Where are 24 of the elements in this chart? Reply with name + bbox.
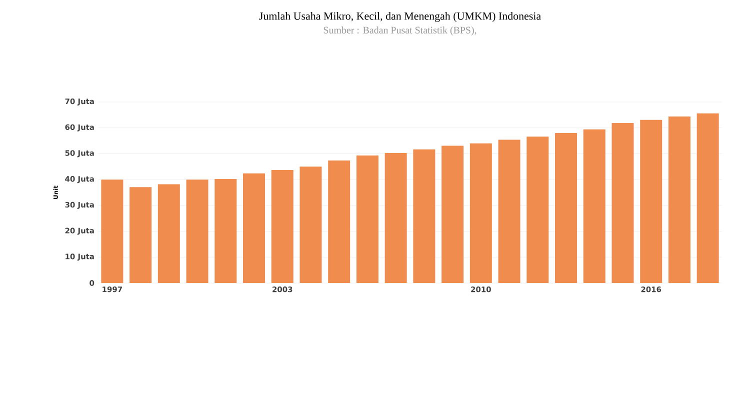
bar bbox=[555, 133, 578, 283]
bar bbox=[300, 166, 322, 283]
bar bbox=[442, 146, 464, 283]
bar bbox=[271, 170, 294, 283]
bar bbox=[583, 129, 606, 283]
bar bbox=[130, 187, 152, 283]
bar bbox=[668, 116, 690, 283]
bar bbox=[612, 122, 634, 283]
chart-title: Jumlah Usaha Mikro, Kecil, dan Menengah (UMKM) Indonesia bbox=[259, 12, 541, 22]
bar bbox=[214, 179, 237, 283]
bar bbox=[640, 120, 662, 283]
bar bbox=[356, 156, 378, 283]
bar bbox=[243, 173, 266, 283]
bar bbox=[384, 152, 407, 283]
chart-subtitle: Sumber : Badan Pusat Statistik (BPS), bbox=[324, 26, 476, 36]
bar bbox=[186, 180, 208, 283]
bar bbox=[158, 184, 180, 283]
bar bbox=[696, 113, 719, 283]
bar bbox=[470, 143, 492, 283]
bar bbox=[498, 140, 520, 283]
bar bbox=[413, 149, 436, 283]
bar bbox=[526, 136, 549, 283]
bar bbox=[328, 160, 350, 283]
bar bbox=[101, 180, 124, 283]
